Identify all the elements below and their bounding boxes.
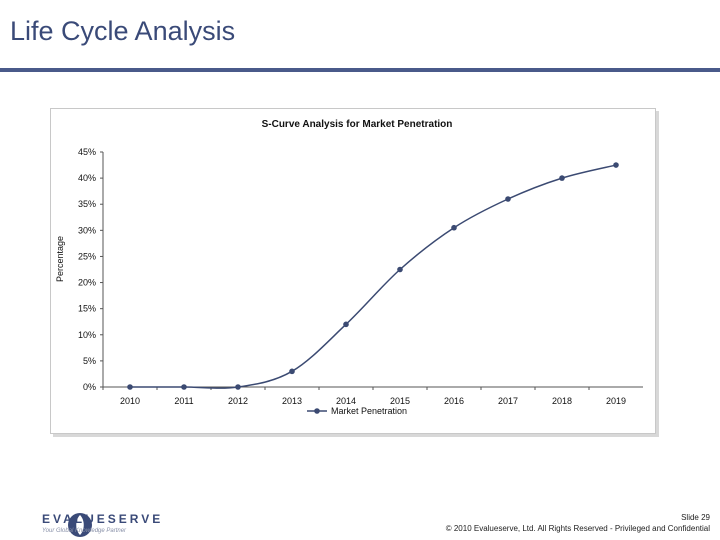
- y-tick-label: 10%: [78, 330, 96, 340]
- y-tick-label: 20%: [78, 278, 96, 288]
- chart-panel: S-Curve Analysis for Market Penetration …: [50, 108, 656, 434]
- copyright-text: © 2010 Evalueserve, Ltd. All Rights Rese…: [445, 524, 710, 533]
- s-curve-chart: S-Curve Analysis for Market Penetration …: [55, 119, 643, 416]
- y-tick-label: 5%: [83, 356, 96, 366]
- data-point: [451, 224, 457, 231]
- series-line-market-penetration: [130, 164, 617, 389]
- x-tick-label: 2014: [336, 396, 356, 406]
- x-tick-label: 2011: [174, 396, 193, 406]
- slide-footer: Slide 29 © 2010 Evalueserve, Ltd. All Ri…: [446, 512, 710, 534]
- y-tick-label: 25%: [78, 251, 96, 261]
- y-tick-label: 45%: [78, 147, 96, 157]
- x-tick-label: 2013: [282, 396, 302, 406]
- y-tick-label: 30%: [78, 225, 96, 235]
- evalueserve-logo-icon: [68, 513, 92, 537]
- data-point: [613, 162, 619, 168]
- y-tick-label: 0%: [83, 382, 96, 392]
- data-point: [181, 384, 187, 390]
- y-tick-label: 40%: [78, 173, 96, 183]
- x-tick-label: 2019: [606, 396, 626, 406]
- data-point: [289, 368, 295, 375]
- legend-label: Market Penetration: [331, 406, 407, 416]
- x-tick-label: 2017: [498, 396, 518, 406]
- x-tick-label: 2018: [552, 396, 572, 406]
- x-tick-label: 2012: [228, 396, 248, 406]
- slide-number: Slide 29: [681, 513, 710, 522]
- logo-name: EVALUESERVE: [42, 512, 164, 526]
- legend-marker: [314, 408, 320, 414]
- slide-title: Life Cycle Analysis: [10, 16, 236, 46]
- x-tick-label: 2016: [444, 396, 464, 406]
- y-tick-label: 35%: [78, 199, 96, 209]
- x-tick-label: 2010: [120, 396, 140, 406]
- data-point: [235, 384, 241, 390]
- y-axis-label: Percentage: [55, 236, 65, 282]
- data-point: [397, 266, 403, 273]
- y-tick-label: 15%: [78, 304, 96, 314]
- data-point: [559, 175, 565, 181]
- data-point: [343, 321, 349, 328]
- x-tick-label: 2015: [390, 396, 410, 406]
- logo-tagline: Your Global Knowledge Partner: [42, 528, 127, 534]
- data-point: [505, 196, 511, 202]
- data-point: [127, 384, 133, 390]
- chart-title: S-Curve Analysis for Market Penetration: [262, 119, 453, 130]
- title-divider: [0, 68, 720, 72]
